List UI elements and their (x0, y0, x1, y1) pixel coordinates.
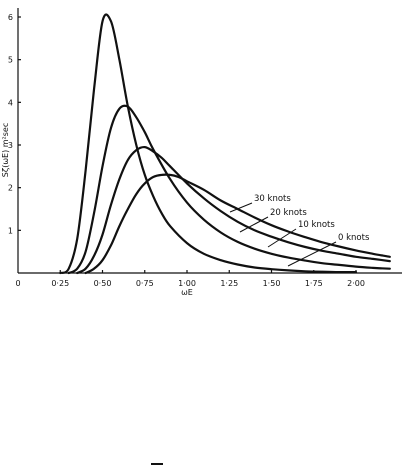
y-tick-label: 6 (8, 13, 13, 22)
x-tick-label: 1·25 (220, 279, 238, 288)
footer-rule (151, 463, 163, 465)
y-tick-label: 3 (8, 141, 13, 150)
series-label-leaders (229, 202, 337, 267)
x-tick-label: 0·25 (51, 279, 69, 288)
x-tick-label: 0·75 (136, 279, 154, 288)
curve-20-knots (76, 145, 391, 275)
label-10-knots: 10 knots (298, 220, 335, 230)
y-tick-label: 5 (8, 56, 13, 65)
x-tick-label: 1·50 (263, 279, 281, 288)
x-tick-label: 0·50 (94, 279, 112, 288)
y-tick-label: 4 (8, 98, 13, 107)
y-tick-label: 2 (8, 184, 13, 193)
y-tick-label: 1 (8, 226, 13, 235)
leader-0-knots (287, 241, 337, 267)
curve-10-knots (67, 104, 391, 275)
y-axis-title: Sζ(ωE) m²sec (1, 123, 10, 177)
leader-20-knots (239, 216, 269, 233)
label-20-knots: 20 knots (270, 208, 307, 218)
tick-marks (18, 16, 357, 273)
tick-labels: 0 0·25 0·50 0·75 1·00 1·25 1·50 1·75 2·00 1 2 3 4 5 6 (8, 13, 365, 288)
curve-30-knots (84, 173, 391, 275)
x-tick-label: 1·00 (178, 279, 196, 288)
leader-10-knots (267, 228, 297, 248)
curve-0-knots (59, 13, 358, 275)
x-tick-label: 1·75 (305, 279, 323, 288)
series-curves (59, 13, 391, 275)
label-30-knots: 30 knots (254, 194, 291, 204)
leader-30-knots (229, 202, 253, 213)
x-tick-label: 0 (15, 279, 20, 288)
x-tick-label: 2·00 (347, 279, 365, 288)
x-axis-title: ωE (181, 288, 193, 297)
label-0-knots: 0 knots (338, 233, 370, 243)
